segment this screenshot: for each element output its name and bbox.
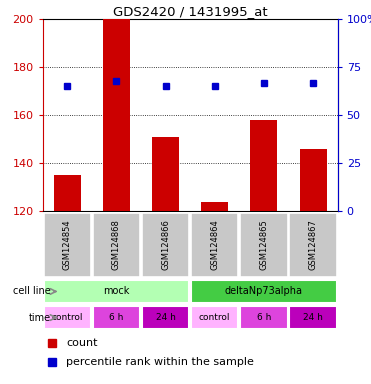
Bar (43, 213, 91, 277)
Bar (43, 280, 189, 303)
Bar (93, 213, 140, 277)
Text: 24 h: 24 h (303, 313, 323, 322)
Bar (201, 202, 228, 211)
Text: GSM124868: GSM124868 (112, 219, 121, 270)
Text: 6 h: 6 h (257, 313, 271, 322)
Bar (289, 306, 337, 329)
Text: mock: mock (103, 286, 129, 296)
Bar (93, 306, 140, 329)
Bar (191, 213, 239, 277)
Bar (103, 19, 130, 211)
Bar (191, 306, 239, 329)
Text: 24 h: 24 h (155, 313, 175, 322)
Text: GSM124866: GSM124866 (161, 219, 170, 270)
Bar (54, 175, 81, 211)
Bar (191, 280, 337, 303)
Text: 6 h: 6 h (109, 313, 124, 322)
Text: control: control (52, 313, 83, 322)
Bar (289, 213, 337, 277)
Text: time: time (29, 313, 51, 323)
Bar (250, 120, 278, 211)
Bar (240, 306, 288, 329)
Text: count: count (66, 338, 98, 348)
Text: GSM124867: GSM124867 (309, 219, 318, 270)
Text: GSM124864: GSM124864 (210, 219, 219, 270)
Bar (152, 137, 179, 211)
Text: cell line: cell line (13, 286, 51, 296)
Text: GSM124865: GSM124865 (259, 219, 268, 270)
Bar (240, 213, 288, 277)
Text: GSM124854: GSM124854 (63, 220, 72, 270)
Bar (142, 306, 189, 329)
Bar (43, 306, 91, 329)
Title: GDS2420 / 1431995_at: GDS2420 / 1431995_at (113, 5, 267, 18)
Text: deltaNp73alpha: deltaNp73alpha (225, 286, 303, 296)
Bar (142, 213, 189, 277)
Text: control: control (199, 313, 230, 322)
Text: percentile rank within the sample: percentile rank within the sample (66, 358, 254, 367)
Bar (299, 149, 326, 211)
